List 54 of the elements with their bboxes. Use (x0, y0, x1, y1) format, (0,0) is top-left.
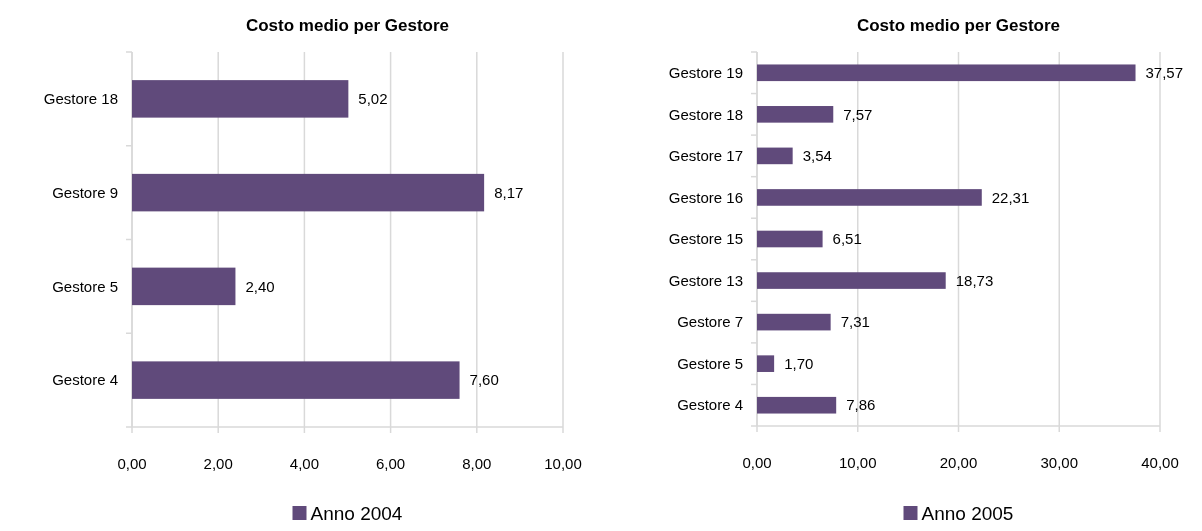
bar (757, 189, 982, 206)
data-label: 22,31 (991, 188, 1030, 206)
y-tick-label: Gestore 16 (668, 188, 743, 206)
y-tick-label: Gestore 17 (668, 147, 743, 165)
data-label: 7,31 (840, 313, 870, 331)
y-tick-label: Gestore 19 (668, 64, 743, 82)
bar (757, 64, 1136, 82)
x-tick-label: 0,00 (117, 455, 147, 472)
bar (757, 147, 793, 165)
y-tick-label: Gestore 7 (677, 313, 743, 331)
y-tick-label: Gestore 18 (43, 90, 118, 108)
y-tick-label: Gestore 4 (52, 371, 118, 389)
x-tick-label: 0,00 (742, 454, 772, 471)
bar (132, 80, 349, 118)
data-label: 6,51 (832, 230, 862, 248)
y-tick-label: Gestore 13 (668, 271, 743, 289)
x-tick-label: 40,00 (1141, 454, 1179, 471)
data-label: 8,17 (494, 183, 524, 201)
y-tick-label: Gestore 4 (677, 396, 743, 414)
data-label: 3,54 (802, 147, 832, 165)
bar (132, 267, 236, 306)
data-label: 2,40 (245, 277, 275, 295)
x-tick-label: 8,00 (462, 455, 492, 472)
data-label: 7,60 (469, 371, 499, 389)
y-tick-label: Gestore 18 (668, 105, 743, 123)
bar (757, 106, 834, 123)
data-label: 37,57 (1145, 64, 1184, 82)
data-label: 7,57 (843, 105, 873, 123)
bar (757, 396, 837, 414)
x-tick-label: 6,00 (376, 455, 406, 472)
data-label: 5,02 (358, 90, 388, 108)
data-label: 7,86 (846, 396, 876, 414)
y-tick-label: Gestore 9 (52, 183, 118, 201)
x-tick-label: 4,00 (289, 455, 319, 472)
data-label: 1,70 (784, 354, 814, 372)
x-tick-label: 2,00 (203, 455, 233, 472)
bar (757, 313, 831, 331)
x-tick-label: 30,00 (1040, 454, 1079, 471)
y-tick-label: Gestore 5 (52, 277, 118, 295)
bar (132, 361, 460, 399)
x-tick-label: 20,00 (939, 454, 978, 471)
x-tick-label: 10,00 (838, 454, 877, 471)
bar (757, 230, 823, 248)
y-tick-label: Gestore 15 (668, 230, 743, 248)
bar (757, 355, 775, 372)
chart-title: Costo medio per Gestore (856, 16, 1061, 35)
y-tick-label: Gestore 5 (677, 354, 743, 372)
legend-label: Anno 2005 (921, 503, 1014, 524)
legend-label: Anno 2004 (310, 503, 403, 524)
x-tick-label: 10,00 (544, 455, 582, 472)
data-label: 18,73 (955, 271, 994, 289)
chart-title: Costo medio per Gestore (245, 16, 450, 35)
bar (132, 173, 485, 212)
bar (757, 272, 946, 289)
